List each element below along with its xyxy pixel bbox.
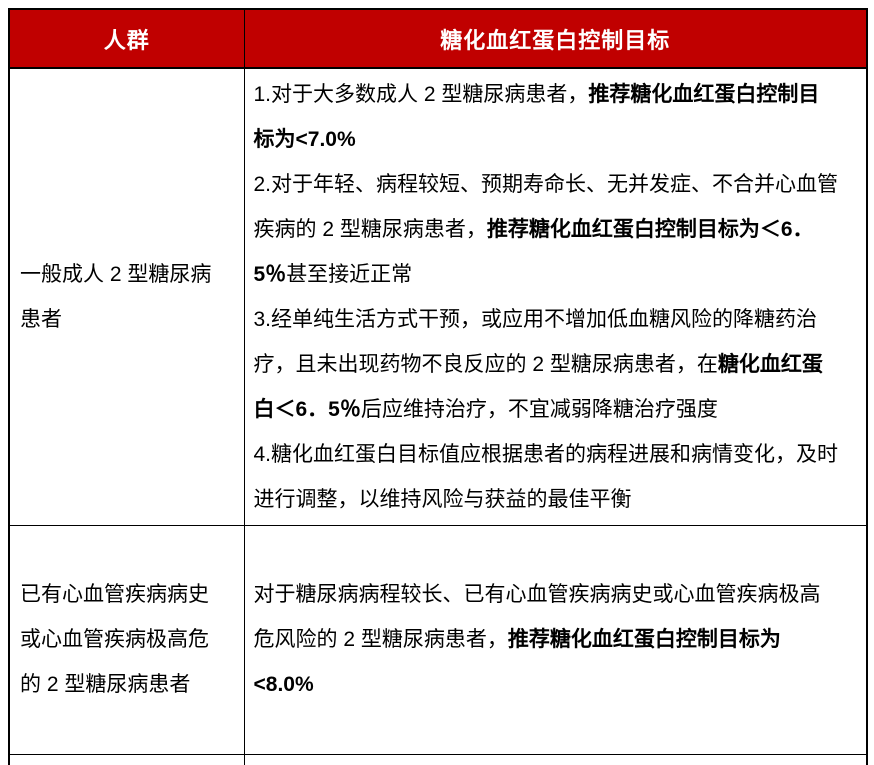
target-cell [243, 753, 868, 765]
population-cell [8, 753, 245, 765]
paragraph: 4.糖化血红蛋白目标值应根据患者的病程进展和病情变化，及时进行调整，以维持风险与… [254, 432, 840, 522]
text-segment: 2.对于年轻、病程较短、预期寿命长、无并发症、不合并心血管疾病的 2 型糖尿病患… [253, 172, 839, 241]
population-cell: 已有心血管疾病病史或心血管疾病极高危的 2 型糖尿病患者 [8, 524, 245, 755]
table-row-partial [8, 753, 868, 765]
target-cell: 对于糖尿病病程较长、已有心血管疾病病史或心血管疾病极高危风险的 2 型糖尿病患者… [243, 524, 868, 755]
paragraph: 2.对于年轻、病程较短、预期寿命长、无并发症、不合并心血管疾病的 2 型糖尿病患… [254, 162, 840, 297]
bold-text-segment: 推荐糖化血红蛋白控制目标为<8.0% [253, 628, 781, 696]
text-segment: 甚至接近正常 [286, 262, 413, 286]
table-header: 人群 糖化血红蛋白控制目标 [8, 8, 868, 69]
text-segment: 1.对于大多数成人 2 型糖尿病患者， [253, 82, 589, 106]
hba1c-target-table: 人群 糖化血红蛋白控制目标 一般成人 2 型糖尿病患者 1.对于大多数成人 2 … [8, 8, 868, 765]
text-segment: 3.经单纯生活方式干预，或应用不增加低血糖风险的降糖药治疗，且未出现药物不良反应… [253, 307, 818, 376]
table-row-cvd-history: 已有心血管疾病病史或心血管疾病极高危的 2 型糖尿病患者 对于糖尿病病程较长、已… [8, 524, 868, 755]
text-segment: 后应维持治疗，不宜减弱降糖治疗强度 [360, 397, 718, 421]
header-row: 人群 糖化血红蛋白控制目标 [8, 8, 868, 69]
paragraph: 3.经单纯生活方式干预，或应用不增加低血糖风险的降糖药治疗，且未出现药物不良反应… [254, 297, 840, 432]
text-segment: 4.糖化血红蛋白目标值应根据患者的病程进展和病情变化，及时进行调整，以维持风险与… [253, 442, 839, 511]
bold-text-segment: 糖化血红蛋白＜6．5％ [253, 352, 823, 421]
column-header-target: 糖化血红蛋白控制目标 [243, 8, 868, 69]
bold-text-segment: 推荐糖化血红蛋白控制目标为＜6．5％ [253, 217, 814, 286]
table-body: 一般成人 2 型糖尿病患者 1.对于大多数成人 2 型糖尿病患者，推荐糖化血红蛋… [8, 67, 868, 765]
paragraph: 1.对于大多数成人 2 型糖尿病患者，推荐糖化血红蛋白控制目标为<7.0% [254, 72, 840, 162]
table-row-general-adults: 一般成人 2 型糖尿病患者 1.对于大多数成人 2 型糖尿病患者，推荐糖化血红蛋… [8, 67, 868, 526]
bold-text-segment: 推荐糖化血红蛋白控制目标为<7.0% [253, 82, 820, 151]
paragraph: 对于糖尿病病程较长、已有心血管疾病病史或心血管疾病极高危风险的 2 型糖尿病患者… [254, 572, 840, 707]
text-segment: 对于糖尿病病程较长、已有心血管疾病病史或心血管疾病极高危风险的 2 型糖尿病患者… [253, 583, 821, 651]
column-header-population: 人群 [8, 8, 245, 69]
target-cell: 1.对于大多数成人 2 型糖尿病患者，推荐糖化血红蛋白控制目标为<7.0% 2.对… [243, 67, 868, 526]
population-cell: 一般成人 2 型糖尿病患者 [8, 67, 245, 526]
